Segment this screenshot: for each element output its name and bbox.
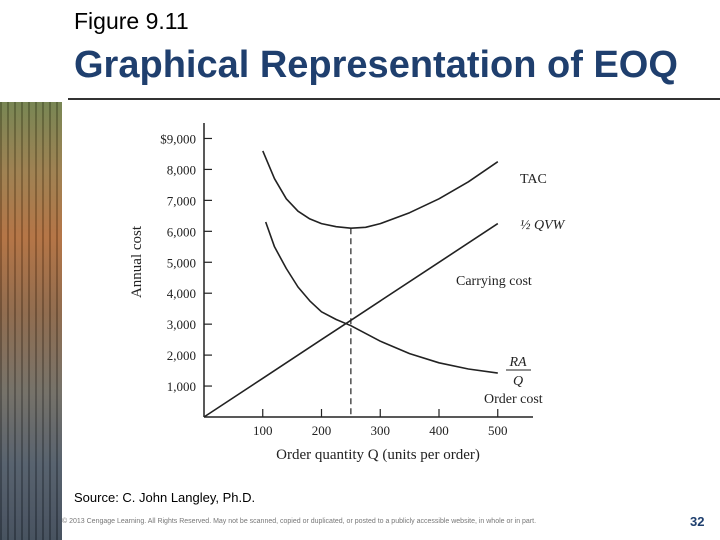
x-tick-label: 400 <box>429 423 449 438</box>
y-tick-label: 3,000 <box>167 317 196 332</box>
tac-label: TAC <box>520 172 547 187</box>
y-tick-label: 4,000 <box>167 286 196 301</box>
slide-header: Figure 9.11 Graphical Representation of … <box>0 0 720 102</box>
source-note: Source: C. John Langley, Ph.D. <box>74 490 256 505</box>
x-tick-label: 500 <box>488 423 508 438</box>
x-tick-label: 300 <box>371 423 391 438</box>
slide-title: Graphical Representation of EOQ <box>74 44 678 86</box>
y-tick-label: 8,000 <box>167 162 196 177</box>
carrying-formula-label: ½ QVW <box>520 218 566 233</box>
order-formula-denominator: Q <box>513 374 523 389</box>
axis-ticks: 1,000 2,000 3,000 4,000 5,000 6,000 7,000 8,000… <box>160 131 507 438</box>
x-tick-label: 100 <box>253 423 273 438</box>
x-axis-title: Order quantity Q (units per order) <box>276 447 480 463</box>
y-tick-label: 7,000 <box>167 193 196 208</box>
y-tick-label: 1,000 <box>167 379 196 394</box>
title-divider <box>68 98 720 100</box>
order-cost-label: Order cost <box>484 392 543 407</box>
page-number: 32 <box>690 514 705 529</box>
carrying-cost-label: Carrying cost <box>456 274 532 289</box>
carrying-cost-line <box>203 222 499 418</box>
copyright-notice: © 2013 Cengage Learning. All Rights Rese… <box>62 518 537 525</box>
figure-label: Figure 9.11 <box>74 8 189 34</box>
y-tick-label: 2,000 <box>167 348 196 363</box>
y-tick-label: $9,000 <box>160 131 196 146</box>
y-tick-label: 5,000 <box>167 255 196 270</box>
y-tick-label: 6,000 <box>167 224 196 239</box>
order-cost-curve <box>264 221 498 374</box>
chart-series <box>203 150 499 418</box>
order-formula-numerator: RA <box>508 355 527 370</box>
chart-labels: TAC ½ QVW Carrying cost RA Q Order cost Annual… <box>129 172 566 463</box>
x-tick-label: 200 <box>312 423 332 438</box>
y-axis-title: Annual cost <box>129 225 145 298</box>
tac-curve <box>262 150 499 229</box>
